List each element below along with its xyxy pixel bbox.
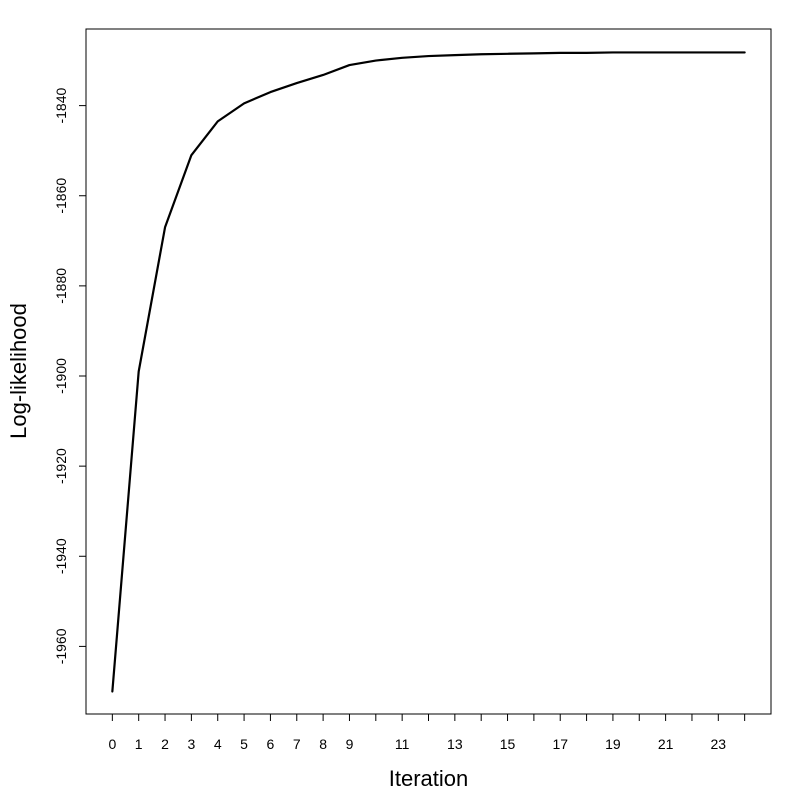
y-tick-label: -1860 xyxy=(53,178,69,214)
y-tick-label: -1900 xyxy=(53,358,69,394)
x-axis-title: Iteration xyxy=(389,766,469,791)
y-tick-label: -1880 xyxy=(53,268,69,304)
x-tick-label: 5 xyxy=(240,736,248,752)
x-tick-label: 17 xyxy=(552,736,568,752)
x-axis: 0 1 2 3 4 5 6 7 8 9 11 13 15 17 19 21 23 xyxy=(108,713,746,752)
x-tick-label: 21 xyxy=(658,736,674,752)
x-tick-label: 3 xyxy=(187,736,195,752)
y-tick-label: -1960 xyxy=(53,628,69,664)
x-tick-label: 6 xyxy=(267,736,275,752)
x-tick-label: 15 xyxy=(500,736,516,752)
x-tick-label: 19 xyxy=(605,736,621,752)
y-axis-title: Log-likelihood xyxy=(6,303,31,439)
x-tick-label: 7 xyxy=(293,736,301,752)
x-tick-label: 4 xyxy=(214,736,222,752)
x-tick-label: 0 xyxy=(108,736,116,752)
x-tick-label: 9 xyxy=(346,736,354,752)
series-layer xyxy=(111,51,746,693)
series-line-0 xyxy=(111,51,746,693)
x-tick-label: 11 xyxy=(395,736,410,752)
x-tick-label: 8 xyxy=(319,736,327,752)
x-tick-label: 1 xyxy=(135,736,143,752)
y-tick-label: -1920 xyxy=(53,448,69,484)
y-axis: -1960 -1940 -1920 -1900 -1880 -1860 -1840 xyxy=(53,87,87,664)
y-tick-label: -1840 xyxy=(53,87,69,123)
x-tick-label: 13 xyxy=(447,736,463,752)
plot-frame xyxy=(85,28,772,715)
x-tick-label: 23 xyxy=(711,736,727,752)
y-tick-label: -1940 xyxy=(53,538,69,574)
x-tick-label: 2 xyxy=(161,736,169,752)
